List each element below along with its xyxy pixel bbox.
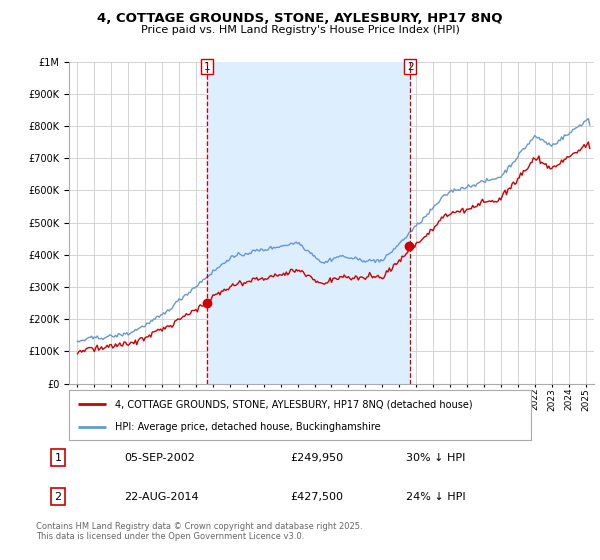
Text: HPI: Average price, detached house, Buckinghamshire: HPI: Average price, detached house, Buck… <box>115 422 381 432</box>
Text: 1: 1 <box>55 452 62 463</box>
Text: 2: 2 <box>55 492 62 502</box>
Text: Contains HM Land Registry data © Crown copyright and database right 2025.
This d: Contains HM Land Registry data © Crown c… <box>36 522 362 542</box>
Text: £249,950: £249,950 <box>290 452 343 463</box>
Text: 05-SEP-2002: 05-SEP-2002 <box>124 452 195 463</box>
Text: 2: 2 <box>407 62 413 72</box>
Bar <box>208 62 410 384</box>
Text: Price paid vs. HM Land Registry's House Price Index (HPI): Price paid vs. HM Land Registry's House … <box>140 25 460 35</box>
Text: 4, COTTAGE GROUNDS, STONE, AYLESBURY, HP17 8NQ: 4, COTTAGE GROUNDS, STONE, AYLESBURY, HP… <box>97 12 503 25</box>
Text: 1: 1 <box>204 62 211 72</box>
Text: 4, COTTAGE GROUNDS, STONE, AYLESBURY, HP17 8NQ (detached house): 4, COTTAGE GROUNDS, STONE, AYLESBURY, HP… <box>115 399 473 409</box>
Text: 22-AUG-2014: 22-AUG-2014 <box>124 492 199 502</box>
Text: £427,500: £427,500 <box>290 492 343 502</box>
Text: 30% ↓ HPI: 30% ↓ HPI <box>406 452 465 463</box>
Text: 24% ↓ HPI: 24% ↓ HPI <box>406 492 466 502</box>
